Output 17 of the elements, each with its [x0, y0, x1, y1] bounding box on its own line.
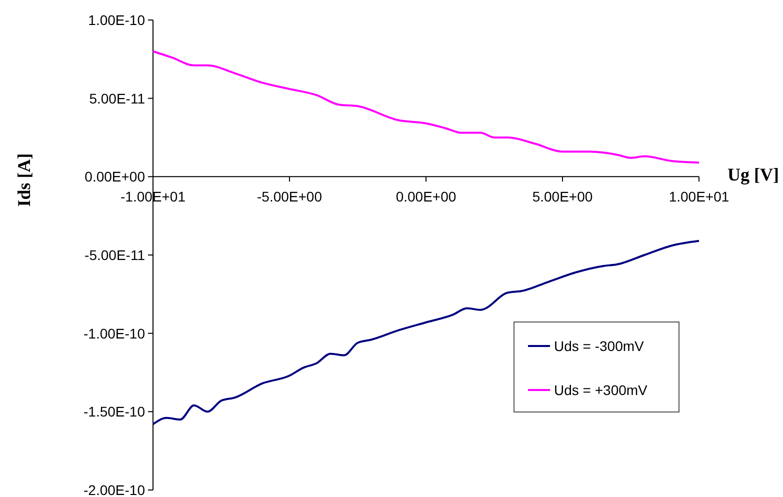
- y-tick-label: 0.00E+00: [84, 168, 146, 185]
- x-tick-label: 1.00E+01: [668, 188, 730, 205]
- y-axis-title: Ids [A]: [14, 153, 34, 207]
- x-axis-title: Ug [V]: [728, 164, 779, 185]
- legend-label: Uds = -300mV: [554, 338, 645, 354]
- line-series: [152, 240, 700, 426]
- y-tick-label: 1.00E-10: [88, 12, 146, 28]
- line-series: [152, 50, 700, 164]
- legend-label: Uds = +300mV: [554, 382, 648, 398]
- x-tick-label: 5.00E+00: [532, 188, 593, 205]
- y-tick-label: -5.00E-11: [84, 247, 146, 263]
- x-tick-label: 0.00E+00: [396, 188, 456, 205]
- y-tick-label: -1.00E-10: [84, 325, 146, 342]
- y-tick-label: -2.00E-10: [84, 482, 146, 497]
- y-tick-label: -1.50E-10: [84, 404, 146, 420]
- x-tick-label: -5.00E+00: [257, 188, 322, 205]
- y-tick-label: 5.00E-11: [89, 90, 146, 106]
